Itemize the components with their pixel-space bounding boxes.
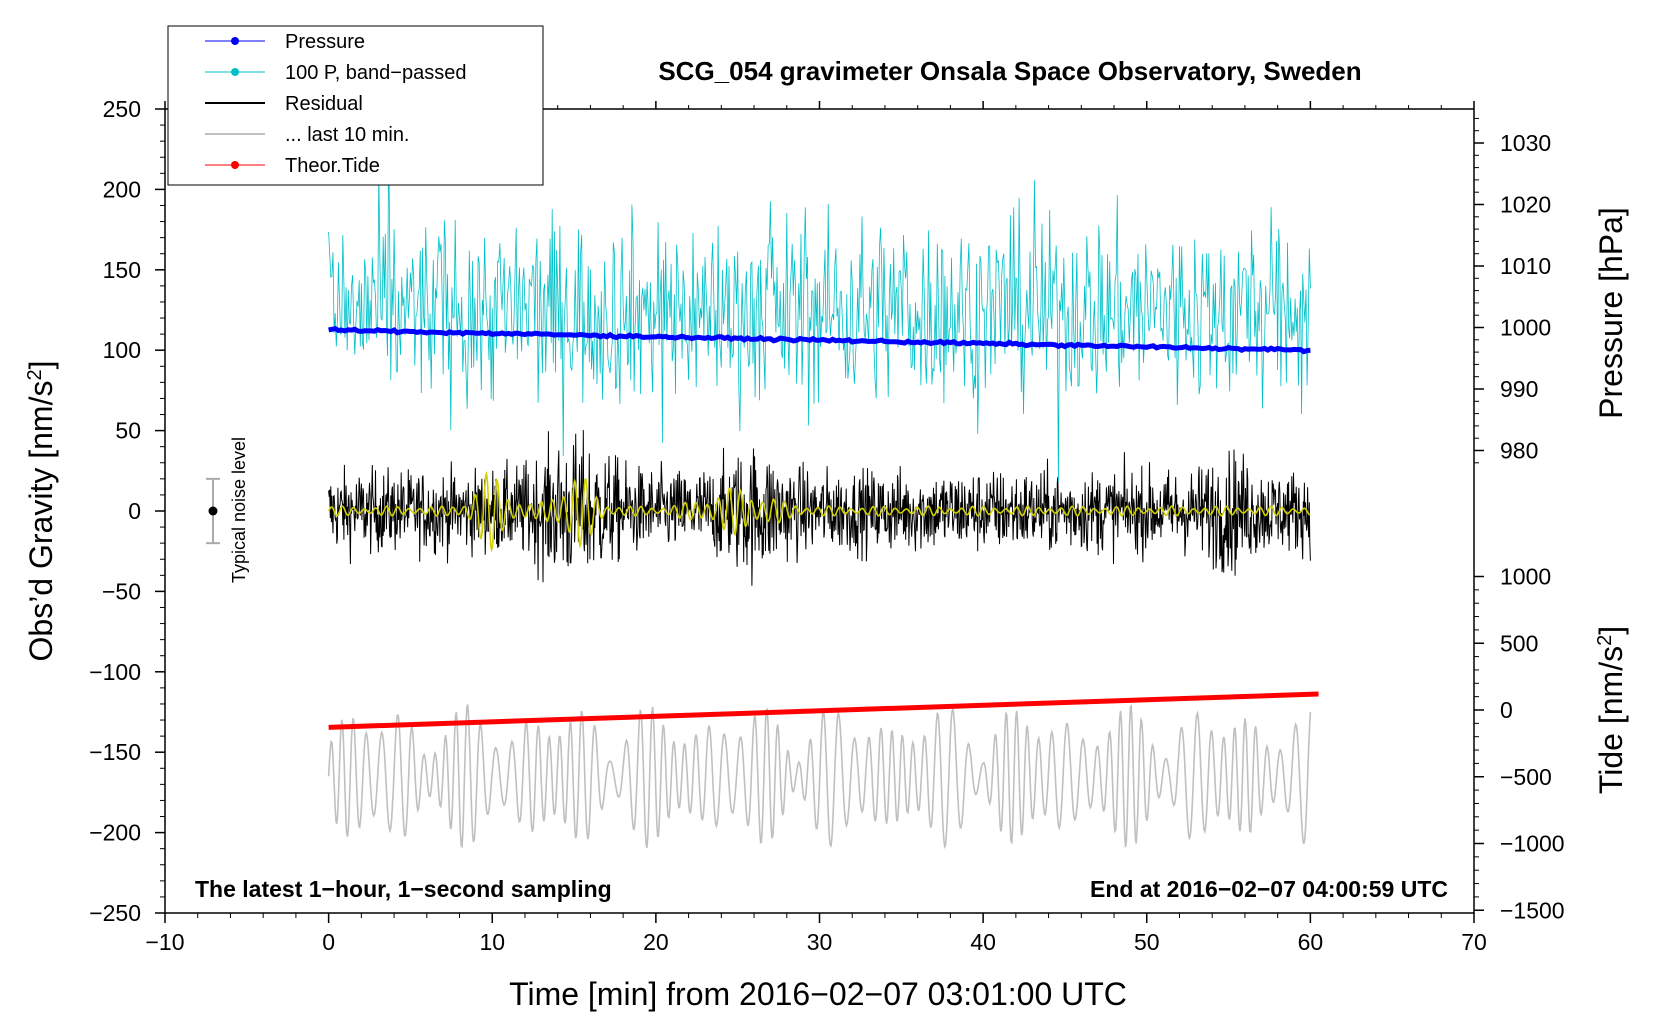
- series-pressure: [328, 325, 1311, 355]
- y-tick-label: −250: [89, 900, 141, 926]
- pressure-tick-label: 1030: [1500, 130, 1551, 156]
- y-left-axis-title-main: Obs’d Gravity [nm/s: [23, 381, 59, 662]
- legend-marker: [231, 68, 239, 76]
- pressure-tick-label: 1000: [1500, 315, 1551, 341]
- legend-marker: [231, 161, 239, 169]
- legend-label: Residual: [285, 93, 363, 115]
- legend-box: [167, 25, 544, 186]
- y-tick-label: 0: [128, 498, 141, 524]
- series-band-passed: [328, 134, 1311, 483]
- legend-label: ... last 10 min.: [285, 124, 410, 146]
- tide-tick-label: 1000: [1500, 564, 1551, 590]
- x-tick-label: 40: [970, 929, 996, 955]
- y-tick-label: −50: [102, 578, 141, 604]
- x-tick-label: −10: [145, 929, 184, 955]
- x-tick-label: 20: [643, 929, 669, 955]
- x-tick-label: 60: [1298, 929, 1324, 955]
- x-axis-title: Time [min] from 2016−02−07 03:01:00 UTC: [509, 976, 1127, 1012]
- annotation-left: The latest 1−hour, 1−second sampling: [195, 876, 612, 902]
- y-tick-label: 250: [103, 96, 141, 122]
- series-layer: [327, 134, 1319, 850]
- tide-axis-title-close: ]: [1593, 626, 1629, 635]
- y-left-axis-title-close: ]: [23, 361, 59, 370]
- pressure-axis-title: Pressure [hPa]: [1593, 207, 1629, 419]
- legend-marker: [231, 37, 239, 45]
- tide-tick-label: −500: [1500, 764, 1552, 790]
- noise-bar-dot: [208, 506, 218, 516]
- y-tick-label: 50: [115, 418, 141, 444]
- x-tick-label: 70: [1461, 929, 1487, 955]
- legend-label: 100 P, band−passed: [285, 62, 466, 84]
- y-left-axis-ticks: 250 200 150 100 50 0 −50 −100 −150 −200 −250: [89, 96, 165, 926]
- tide-axis-title-main: Tide [nm/s: [1593, 646, 1629, 794]
- legend-label: Pressure: [285, 31, 365, 53]
- chart-title: SCG_054 gravimeter Onsala Space Observat…: [658, 56, 1361, 86]
- x-tick-label: 30: [807, 929, 833, 955]
- series-residual: [328, 430, 1311, 586]
- tide-tick-label: 500: [1500, 630, 1538, 656]
- annotation-right: End at 2016−02−07 04:00:59 UTC: [1090, 876, 1448, 902]
- x-axis-ticks: −10 0 10 20 30 40 50 60 70: [145, 101, 1487, 955]
- tide-axis-ticks: 1000 500 0 −500 −1000 −1500: [1474, 564, 1565, 923]
- series-theor-tide: [328, 691, 1319, 730]
- x-tick-label: 50: [1134, 929, 1160, 955]
- x-tick-label: 0: [322, 929, 335, 955]
- pressure-tick-label: 1020: [1500, 192, 1551, 218]
- y-tick-label: 150: [103, 257, 141, 283]
- pressure-tick-label: 990: [1500, 376, 1538, 402]
- y-left-axis-title: Obs’d Gravity [nm/s2]: [23, 361, 59, 662]
- tide-tick-label: −1000: [1500, 831, 1565, 857]
- tide-tick-label: −1500: [1500, 897, 1565, 923]
- y-tick-label: −200: [89, 820, 141, 846]
- legend-label: Theor.Tide: [285, 155, 380, 177]
- series-yellow-filtered: [327, 470, 1311, 553]
- y-tick-label: −100: [89, 659, 141, 685]
- y-tick-label: −150: [89, 739, 141, 765]
- y-tick-label: 200: [103, 176, 141, 202]
- tide-axis-title-sup: 2: [1594, 635, 1616, 646]
- pressure-tick-label: 1010: [1500, 253, 1551, 279]
- pressure-tick-label: 980: [1500, 438, 1538, 464]
- tide-axis-title: Tide [nm/s2]: [1593, 626, 1629, 794]
- pressure-axis-ticks: 1030 1020 1010 1000 990 980: [1474, 117, 1551, 464]
- noise-label: Typical noise level: [229, 437, 249, 583]
- x-tick-label: 10: [479, 929, 505, 955]
- noise-bar: [206, 477, 220, 545]
- y-tick-label: 100: [103, 337, 141, 363]
- tide-tick-label: 0: [1500, 697, 1513, 723]
- series-last-10-min: [327, 704, 1312, 850]
- y-left-axis-title-sup: 2: [24, 369, 46, 380]
- legend: Pressure 100 P, band−passed Residual ... la…: [167, 25, 544, 186]
